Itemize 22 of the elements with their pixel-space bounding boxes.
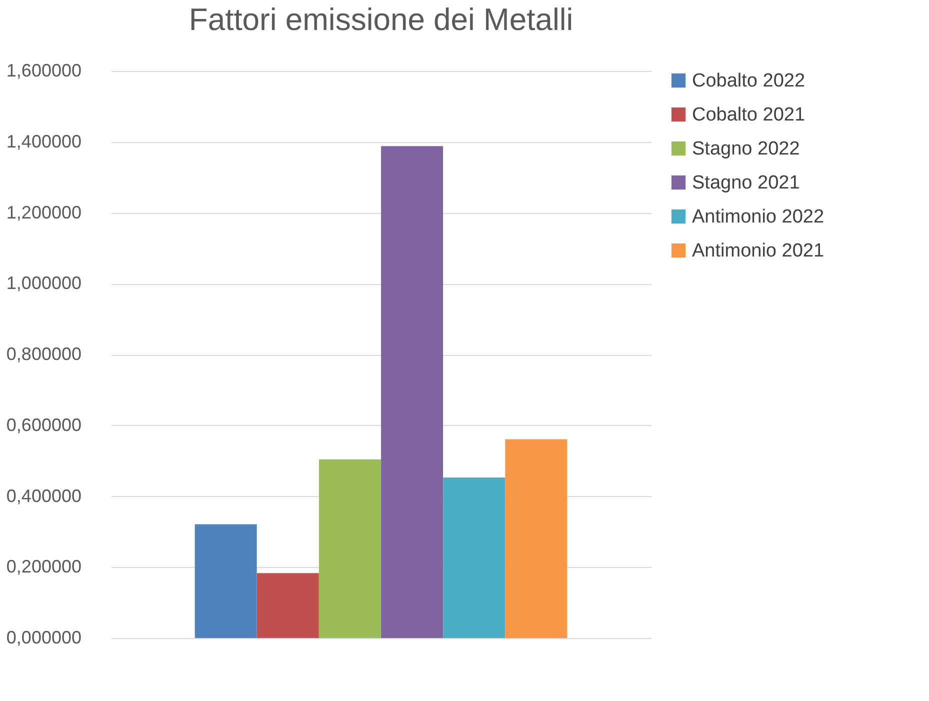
legend-label: Stagno 2021 [692, 172, 800, 194]
y-tick-label: 0,200000 [6, 556, 82, 577]
y-tick-label: 0,600000 [6, 414, 82, 435]
legend-label: Cobalto 2021 [692, 104, 806, 126]
y-tick-label: 1,000000 [6, 273, 82, 294]
y-tick-label: 1,400000 [6, 131, 82, 152]
legend-label: Antimonio 2021 [692, 240, 824, 262]
bar [318, 459, 381, 638]
legend-label: Cobalto 2022 [692, 70, 806, 92]
y-tick-label: 0,400000 [6, 486, 82, 506]
legend-label: Stagno 2022 [692, 138, 800, 160]
bar [505, 439, 568, 638]
y-tick-label: 1,600000 [6, 60, 82, 80]
bar [381, 146, 444, 638]
chart-title: Fattori emissione dei Metalli [188, 2, 574, 37]
bar [256, 573, 319, 638]
legend-label: Antimonio 2022 [692, 206, 824, 228]
y-tick-label: 1,200000 [6, 202, 82, 222]
y-tick-label: 0,000000 [6, 628, 82, 648]
bar [443, 477, 506, 638]
y-tick-label: 0,800000 [6, 344, 82, 364]
bar [194, 524, 257, 638]
